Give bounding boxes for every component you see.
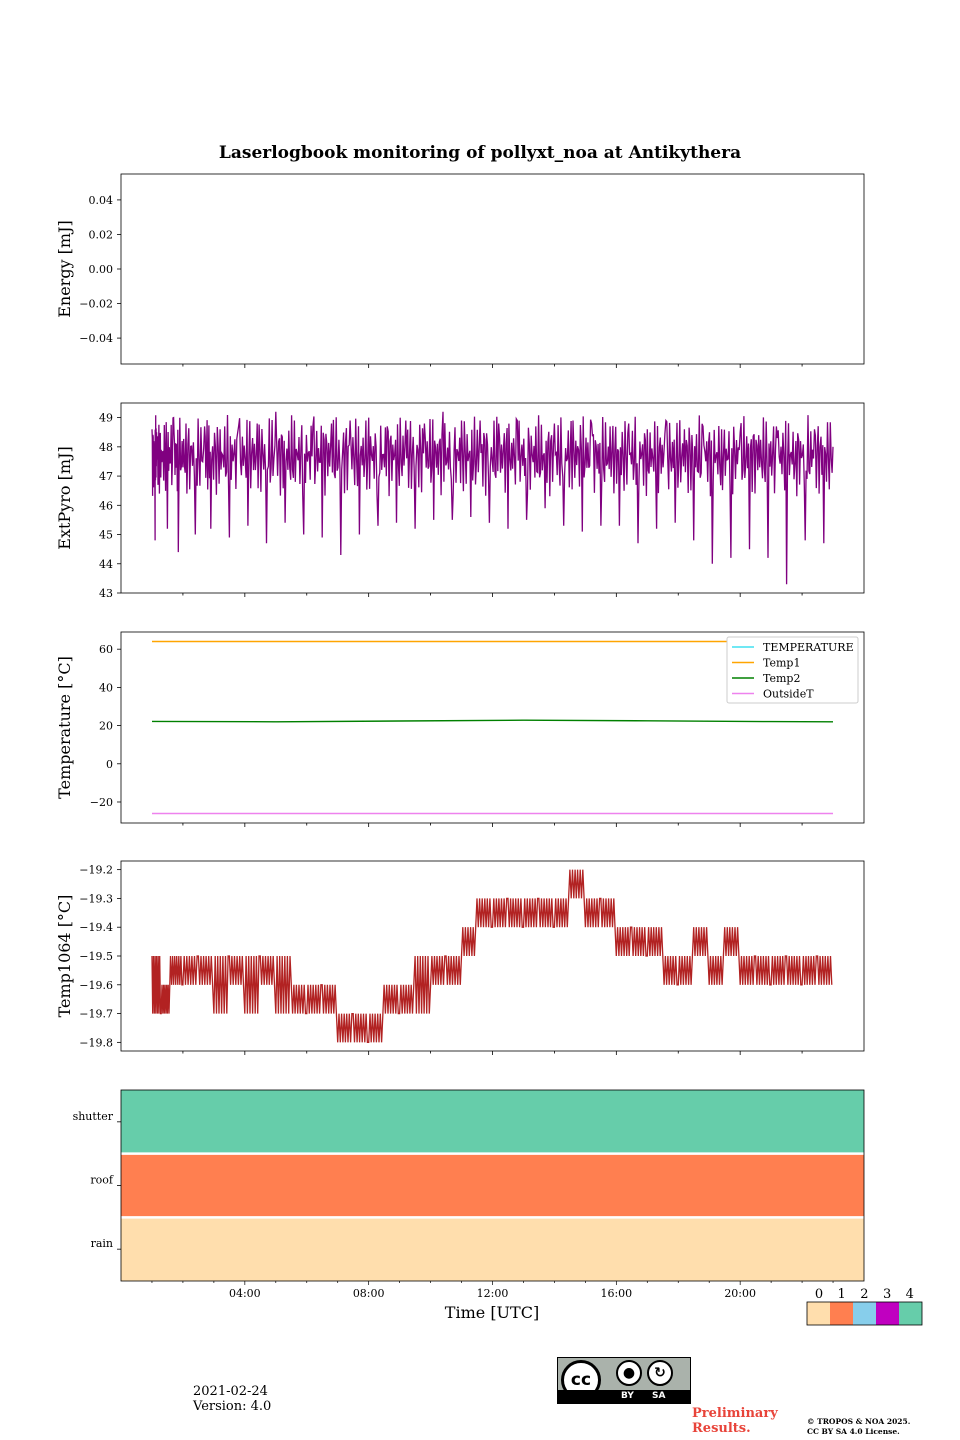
copyright-line-2: CC BY SA 4.0 License. [807,1427,900,1436]
x-tick-label: 08:00 [353,1287,385,1300]
temp1064-y-tick-label: −19.5 [79,950,113,963]
colorbar-label: 2 [860,1287,868,1302]
sa-label: SA [652,1391,666,1401]
footer-info: 2021-02-24 Version: 4.0 [193,1384,271,1414]
colorbar-cell [853,1302,876,1325]
status-row-label: shutter [73,1110,114,1123]
x-tick-label: 12:00 [477,1287,509,1300]
temp1064-y-tick-label: −19.6 [79,979,113,992]
colorbar-label: 0 [815,1287,823,1302]
x-tick-label: 20:00 [724,1287,756,1300]
colorbar-label: 3 [883,1287,891,1302]
temperature-y-axis-label: Temperature [°C] [55,656,74,799]
preliminary-note: Preliminary Results. [692,1406,778,1436]
extpyro-y-tick-label: 46 [99,499,113,512]
legend-label-temp2: Temp2 [763,672,800,685]
temp1064-y-tick-label: −19.4 [79,921,113,934]
colorbar-cell [876,1302,899,1325]
energy-y-tick-label: 0.00 [89,263,114,276]
status-row-shutter [121,1090,864,1154]
colorbar-label: 1 [838,1287,846,1302]
extpyro-y-tick-label: 43 [99,587,113,600]
colorbar-cell [830,1302,853,1325]
temperature-y-tick-label: −20 [90,796,113,809]
x-tick-label: 16:00 [600,1287,632,1300]
legend-label-temp1: Temp1 [763,657,800,670]
extpyro-y-tick-label: 45 [99,529,113,542]
extpyro-y-tick-label: 49 [99,412,113,425]
energy-panel: 0.04 0.02 0.00 −0.02 −0.04 Energy [mJ] [55,173,865,368]
energy-y-tick-label: 0.04 [89,194,114,207]
legend-label-temperature: TEMPERATURE [763,641,854,654]
extpyro-y-tick-label: 48 [99,441,113,454]
status-row-label: roof [90,1174,114,1187]
colorbar-frame [806,1301,923,1326]
temp1064-panel: −19.2 −19.3 −19.4 −19.5 −19.6 −19.7 −19.8 Temp1… [55,860,865,1055]
temperature-y-tick-label: 20 [99,720,113,733]
by-label: BY [621,1391,634,1401]
share-alike-icon: ↻ [647,1360,673,1386]
figure-title: Laserlogbook monitoring of pollyxt_noa a… [219,143,741,163]
temperature-y-tick-label: 60 [99,643,113,656]
extpyro-y-tick-label: 44 [99,558,113,571]
temp1064-y-tick-label: −19.8 [79,1036,113,1049]
temperature-y-tick-label: 0 [106,758,113,771]
colorbar-label: 4 [906,1287,914,1302]
status-panel: shutter roof rain 04:00 08:00 12:00 16:00 20:00 [73,1089,865,1300]
temp1064-y-tick-label: −19.7 [79,1008,113,1021]
colorbar-cell [899,1302,922,1325]
x-axis-label: Time [UTC] [445,1303,539,1322]
x-tick-label: 04:00 [229,1287,261,1300]
preliminary-line-1: Preliminary [692,1406,778,1421]
extpyro-series-line [151,411,834,585]
temperature-panel: 60 40 20 0 −20 Temperature [°C] TEMPERATURE Tem… [55,631,865,827]
status-row-label: rain [91,1237,113,1250]
attribution-icon: ● [616,1360,642,1386]
extpyro-panel: 49 48 47 46 45 44 43 ExtPyro [mJ] [55,402,865,600]
temp1064-y-tick-label: −19.2 [79,864,113,877]
temperature-series-temp2 [151,719,834,723]
status-row-rain [121,1217,864,1281]
legend-label-outsidet: OutsideT [763,688,814,701]
cc-license-badge: cc ● ↻ BY SA [557,1357,691,1404]
temp1064-y-axis-label: Temp1064 [°C] [55,895,74,1018]
extpyro-y-tick-label: 47 [99,470,113,483]
copyright-note: © TROPOS & NOA 2025. CC BY SA 4.0 Licens… [807,1417,910,1437]
colorbar-cell [807,1302,830,1325]
temperature-y-tick-label: 40 [99,681,113,694]
preliminary-line-2: Results. [692,1421,751,1436]
copyright-line-1: © TROPOS & NOA 2025. [807,1417,911,1426]
extpyro-y-axis-label: ExtPyro [mJ] [55,446,74,549]
energy-y-tick-label: 0.02 [89,228,114,241]
version-label: Version: 4.0 [193,1399,272,1414]
status-row-roof [121,1153,864,1218]
temp1064-series-line [151,869,833,1044]
temp1064-y-tick-label: −19.3 [79,892,113,905]
energy-y-tick-label: −0.04 [79,332,113,345]
energy-y-tick-label: −0.02 [79,298,113,311]
date-label: 2021-02-24 [193,1384,268,1399]
temperature-legend-box [726,636,859,704]
badge-strip [558,1390,690,1403]
energy-y-axis-label: Energy [mJ] [55,220,74,318]
